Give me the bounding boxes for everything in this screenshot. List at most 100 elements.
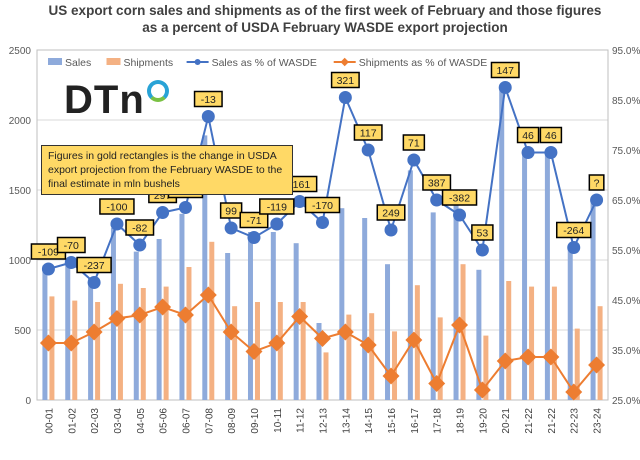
x-tick-label: 16-17 (410, 408, 421, 434)
data-label: -82 (132, 223, 147, 235)
shipments-bar (346, 314, 352, 400)
data-label: 46 (522, 130, 534, 142)
data-label: -109 (38, 247, 59, 259)
shipments-bar (392, 331, 398, 400)
sales-pct-point (567, 241, 581, 254)
data-label: -71 (246, 215, 261, 227)
shipments-pct-point (245, 343, 263, 360)
data-label: -161 (289, 179, 310, 191)
shipments-pct-point (199, 286, 217, 304)
shipments-pct-point (176, 306, 194, 324)
data-label: -382 (449, 193, 470, 205)
sales-bar (339, 208, 345, 400)
sales-bar (316, 323, 322, 400)
shipments-pct-point (131, 306, 149, 324)
shipments-pct-point (542, 348, 560, 366)
x-tick-label: 19-20 (478, 408, 489, 434)
x-tick-label: 15-16 (387, 408, 398, 434)
data-label: 53 (477, 228, 489, 240)
sales-pct-point (41, 262, 55, 276)
x-tick-label: 21-22 (547, 408, 558, 434)
shipments-bar (483, 335, 489, 400)
data-label-box (56, 236, 86, 254)
left-tick-label: 0 (25, 396, 31, 407)
shipments-bar (72, 300, 78, 400)
legend-marker (194, 59, 201, 65)
sales-pct-point (178, 201, 192, 214)
x-tick-label: 22-23 (570, 408, 581, 434)
sales-bar (385, 264, 391, 400)
x-tick-label: 20-21 (501, 408, 512, 434)
shipments-pct-point (359, 336, 377, 354)
data-label-box (376, 204, 406, 221)
shipments-pct-point (496, 352, 514, 370)
sales-bar (179, 213, 185, 400)
sales-pct-point (475, 243, 489, 257)
shipments-pct-point (382, 367, 400, 385)
shipments-pct-point (519, 348, 537, 366)
x-tick-label: 14-15 (364, 408, 375, 434)
sales-pct-point (247, 231, 261, 244)
shipments-pct-point (473, 381, 491, 399)
x-tick-label: 11-12 (296, 408, 307, 433)
data-label-box (490, 61, 520, 79)
sales-bar (590, 201, 596, 400)
data-label: -119 (267, 202, 287, 214)
data-label-box (239, 211, 269, 229)
shipments-bar (323, 352, 329, 400)
legend-label: Shipments as % of WASDE (359, 57, 488, 69)
data-label-box (330, 71, 360, 89)
x-tick-label: 01-02 (67, 408, 78, 434)
shipments-bar (551, 286, 557, 400)
data-label: 71 (408, 138, 420, 150)
sales-pct-point (430, 193, 444, 207)
left-tick-label: 2500 (9, 46, 32, 57)
data-label: 387 (428, 178, 446, 190)
sales-bar (362, 218, 368, 400)
data-label: -100 (106, 202, 127, 214)
shipments-bar (140, 288, 146, 400)
x-tick-label: 00-01 (44, 408, 55, 434)
right-tick-label: 75.0% (612, 146, 640, 157)
sales-pct-point (133, 238, 147, 252)
legend-marker (340, 57, 349, 67)
sales-pct-point (87, 276, 101, 289)
data-label-box (588, 174, 605, 191)
data-label-box (353, 124, 383, 141)
sales-bar (42, 265, 48, 400)
annotation-box: Figures in gold rectangles is the change… (41, 145, 293, 195)
data-label: -264 (563, 225, 584, 237)
x-tick-label: 09-10 (250, 408, 261, 434)
data-label: -70 (64, 240, 79, 252)
data-label: 46 (545, 130, 557, 142)
sales-pct-point (384, 223, 398, 237)
sales-bar (476, 269, 482, 400)
sales-pct-point (361, 143, 375, 157)
left-tick-label: 1000 (9, 256, 32, 267)
shipments-pct-point (314, 330, 331, 347)
x-tick-label: 03-04 (113, 408, 124, 434)
sales-bar (499, 87, 505, 401)
shipments-bar (506, 281, 512, 400)
data-label: 321 (337, 75, 355, 87)
x-tick-label: 06-07 (181, 408, 192, 434)
data-label-box (193, 90, 223, 108)
shipments-bar (95, 302, 101, 400)
sales-pct-point (544, 146, 558, 159)
shipments-bar (437, 317, 443, 400)
sales-pct-point (270, 217, 284, 231)
sales-pct-point (110, 217, 124, 231)
left-tick-label: 2000 (9, 116, 32, 127)
sales-bar (270, 232, 276, 400)
data-label-box (539, 126, 563, 144)
chart-title: US export corn sales and shipments as of… (48, 3, 602, 35)
shipments-pct-point (428, 375, 446, 392)
sales-pct-point (64, 256, 78, 269)
data-label-box (125, 219, 155, 236)
left-tick-label: 500 (14, 326, 31, 337)
x-tick-label: 05-06 (159, 408, 170, 434)
legend-label: Sales as % of WASDE (212, 57, 317, 69)
right-tick-label: 95.0% (612, 46, 640, 57)
right-tick-label: 25.0% (612, 396, 640, 407)
